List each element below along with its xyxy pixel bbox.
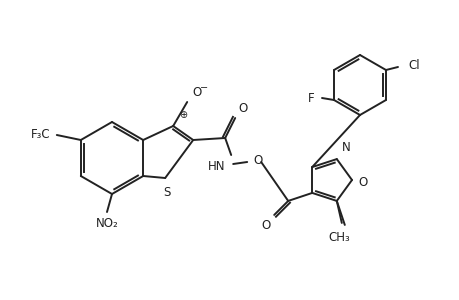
Text: CH₃: CH₃: [327, 231, 349, 244]
Text: F: F: [307, 92, 313, 104]
Text: O: O: [192, 86, 201, 99]
Text: O: O: [357, 176, 366, 188]
Text: O: O: [238, 102, 247, 115]
Text: Cl: Cl: [407, 58, 419, 71]
Text: O: O: [260, 219, 269, 232]
Text: −: −: [200, 83, 208, 93]
Text: F₃C: F₃C: [31, 128, 50, 140]
Text: HN: HN: [207, 160, 225, 172]
Text: ⊕: ⊕: [179, 110, 187, 120]
Text: O: O: [252, 154, 262, 166]
Text: NO₂: NO₂: [95, 217, 118, 230]
Text: N: N: [341, 141, 350, 154]
Text: S: S: [163, 186, 170, 199]
